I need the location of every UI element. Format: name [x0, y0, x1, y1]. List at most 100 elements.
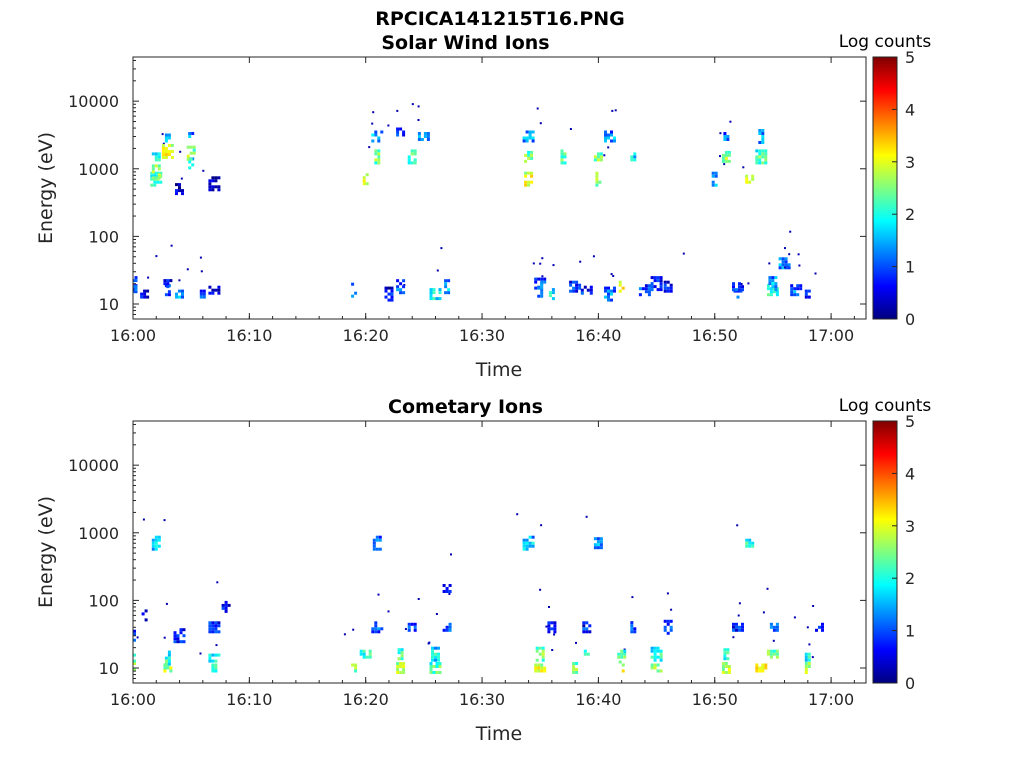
pixel [656, 276, 660, 280]
pixel [170, 244, 173, 247]
pixel [650, 288, 654, 292]
pixel [407, 625, 411, 629]
pixel [377, 593, 380, 596]
pixel [397, 651, 401, 655]
pixel [540, 283, 544, 287]
pixel [540, 669, 544, 673]
data-cluster [151, 133, 164, 162]
data-cluster [163, 636, 171, 666]
pixel [530, 171, 534, 175]
pixel [764, 149, 768, 153]
x-tick-label: 16:30 [459, 690, 505, 709]
pixel [607, 136, 610, 140]
pixel [178, 289, 181, 293]
pixel [766, 284, 770, 288]
pixel [178, 186, 181, 190]
pixel [764, 663, 768, 667]
pixel [771, 276, 775, 280]
pixel [596, 152, 600, 156]
colorbar-label: Log counts [839, 32, 932, 52]
pixel [522, 139, 526, 143]
pixel [129, 290, 132, 293]
pixel [630, 630, 634, 634]
pixel [582, 624, 586, 628]
pixel [778, 263, 782, 267]
pixel [604, 133, 607, 137]
pixel [745, 544, 749, 548]
pixel [167, 150, 171, 153]
pixel [217, 624, 221, 628]
pixel [758, 149, 762, 153]
pixel [541, 646, 545, 650]
pixel [604, 289, 607, 293]
colorbar-tick-label: 4 [905, 464, 915, 483]
pixel [444, 282, 448, 286]
pixel [541, 257, 544, 260]
pixel [607, 295, 610, 299]
pixel [188, 132, 192, 135]
pixel [650, 646, 654, 650]
pixel [588, 630, 592, 634]
pixel [790, 287, 794, 291]
pixel [751, 177, 755, 181]
colorbar-label: Log counts [839, 396, 932, 416]
cometary-ions-panel: Cometary Ions 16:00 16:10 16:20 16:30 16:40 16… [35, 396, 931, 745]
pixel [732, 636, 735, 639]
pixel [528, 136, 532, 140]
pixel [804, 652, 808, 656]
pixel [762, 611, 765, 614]
pixel [133, 638, 136, 642]
pixel [413, 625, 417, 629]
data-cluster [793, 616, 811, 662]
pixel [432, 671, 436, 674]
pixel [572, 289, 576, 293]
pixel [812, 605, 815, 607]
x-axis-label: Time [475, 723, 523, 745]
pixel [163, 519, 166, 522]
data-cluster [650, 276, 663, 292]
pixel [400, 657, 404, 661]
pixel [188, 160, 192, 164]
pixel [589, 288, 593, 292]
pixel [368, 655, 372, 659]
pixel [435, 671, 439, 674]
pixel [431, 646, 434, 650]
pixel [790, 290, 794, 294]
pixel [595, 177, 599, 181]
pixel [593, 155, 597, 159]
pixel [595, 171, 599, 175]
pixel [758, 155, 762, 159]
pixel [178, 189, 181, 193]
pixel [804, 671, 808, 674]
pixel [768, 276, 772, 280]
pixel [164, 136, 168, 140]
pixel [531, 136, 535, 140]
data-cluster [407, 598, 420, 632]
pixel [525, 541, 529, 545]
pixel [374, 621, 378, 625]
pixel [437, 655, 440, 659]
pixel [380, 627, 384, 631]
pixel [133, 629, 136, 633]
pixel [755, 155, 759, 159]
pixel [384, 295, 388, 299]
pixel [182, 634, 186, 638]
pixel [761, 141, 765, 144]
pixel [180, 177, 183, 180]
data-cluster [343, 628, 358, 673]
pixel [133, 288, 135, 292]
pixel [575, 283, 579, 287]
pixel [775, 652, 779, 656]
pixel [774, 285, 778, 289]
pixel [208, 656, 212, 660]
pixel [582, 627, 586, 631]
pixel [775, 628, 779, 632]
pixel [359, 649, 363, 653]
data-cluster [216, 581, 231, 613]
pixel [543, 669, 547, 673]
pixel [593, 158, 597, 162]
pixel [396, 133, 400, 137]
pixel [181, 192, 184, 196]
pixel [644, 284, 648, 288]
pixel [136, 636, 139, 639]
